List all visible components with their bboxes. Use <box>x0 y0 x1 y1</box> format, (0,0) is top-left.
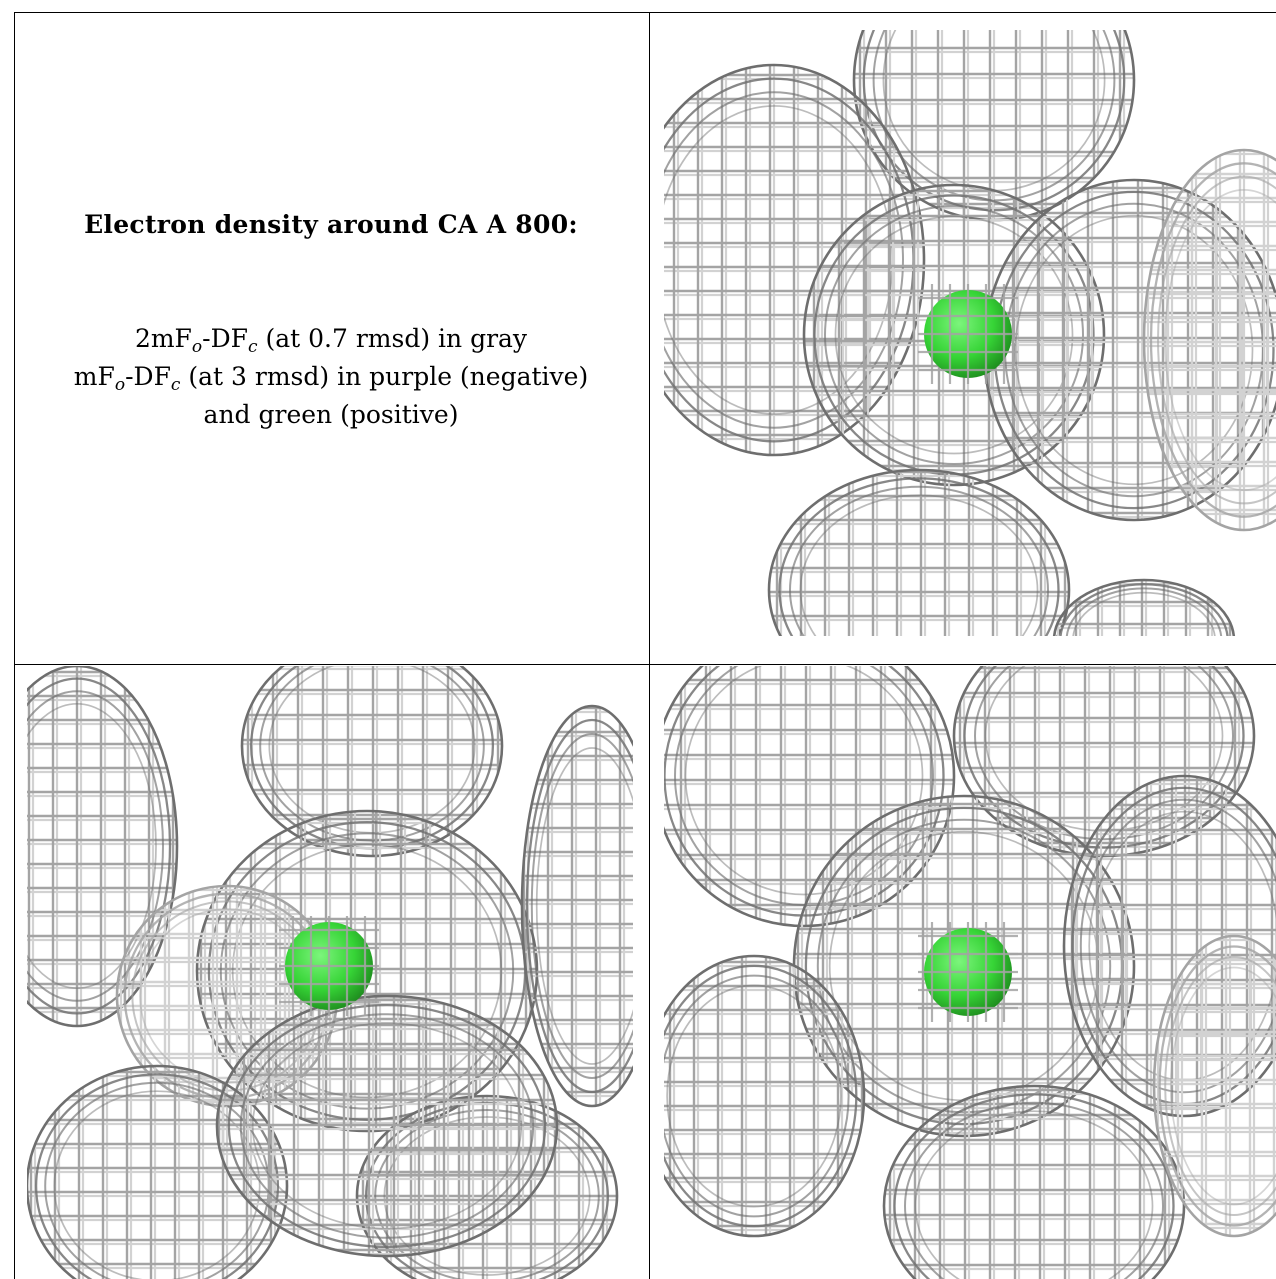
mesh-blob <box>664 956 864 1236</box>
mesh-over-atom <box>918 284 1018 384</box>
table-border-left <box>14 12 15 1279</box>
table-column-divider <box>649 12 650 1279</box>
legend-line-fo-fc: mFo-DFc (at 3 rmsd) in purple (negative) <box>73 362 589 395</box>
table-row-divider <box>14 664 1276 665</box>
legend-line-2fo-fc: 2mFo-DFc (at 0.7 rmsd) in gray <box>134 324 528 357</box>
mesh-contours <box>215 994 559 1258</box>
mesh-contours <box>520 704 633 1108</box>
mesh-over-atom <box>918 922 1018 1022</box>
mesh-contours <box>27 1064 289 1279</box>
caption-legend: 2mFo-DFc (at 0.7 rmsd) in gray mFo-DFc (… <box>14 320 648 434</box>
mesh-blob <box>1154 936 1276 1236</box>
mesh-contours <box>767 468 1071 636</box>
density-view-bottom-right <box>664 666 1276 1279</box>
mesh-contours <box>664 666 956 928</box>
mesh-contours <box>1052 578 1236 636</box>
mesh-blob <box>242 666 502 856</box>
mesh-blob <box>522 706 633 1106</box>
electron-density-mesh <box>27 666 633 1279</box>
mesh-contours <box>27 666 179 1028</box>
mesh-contours <box>664 954 866 1238</box>
mesh-contours <box>882 1084 1186 1279</box>
electron-density-mesh <box>664 30 1276 636</box>
mesh-contours <box>1152 934 1276 1238</box>
density-view-top-right <box>664 30 1276 636</box>
mesh-contours <box>982 178 1276 522</box>
mesh-over-atom <box>279 916 379 1016</box>
density-view-bottom-left <box>27 666 633 1279</box>
electron-density-mesh <box>664 666 1276 1279</box>
mesh-contours <box>802 183 1106 487</box>
legend-line-positive: and green (positive) <box>203 400 459 429</box>
mesh-blob <box>1144 150 1276 530</box>
mesh-blob <box>664 666 954 926</box>
table-border-top <box>14 12 1276 13</box>
caption-cell: Electron density around CA A 800: 2mFo-D… <box>14 14 648 662</box>
caption-title: Electron density around CA A 800: <box>84 210 578 239</box>
mesh-contours <box>1142 148 1276 532</box>
mesh-blob <box>27 666 177 1026</box>
